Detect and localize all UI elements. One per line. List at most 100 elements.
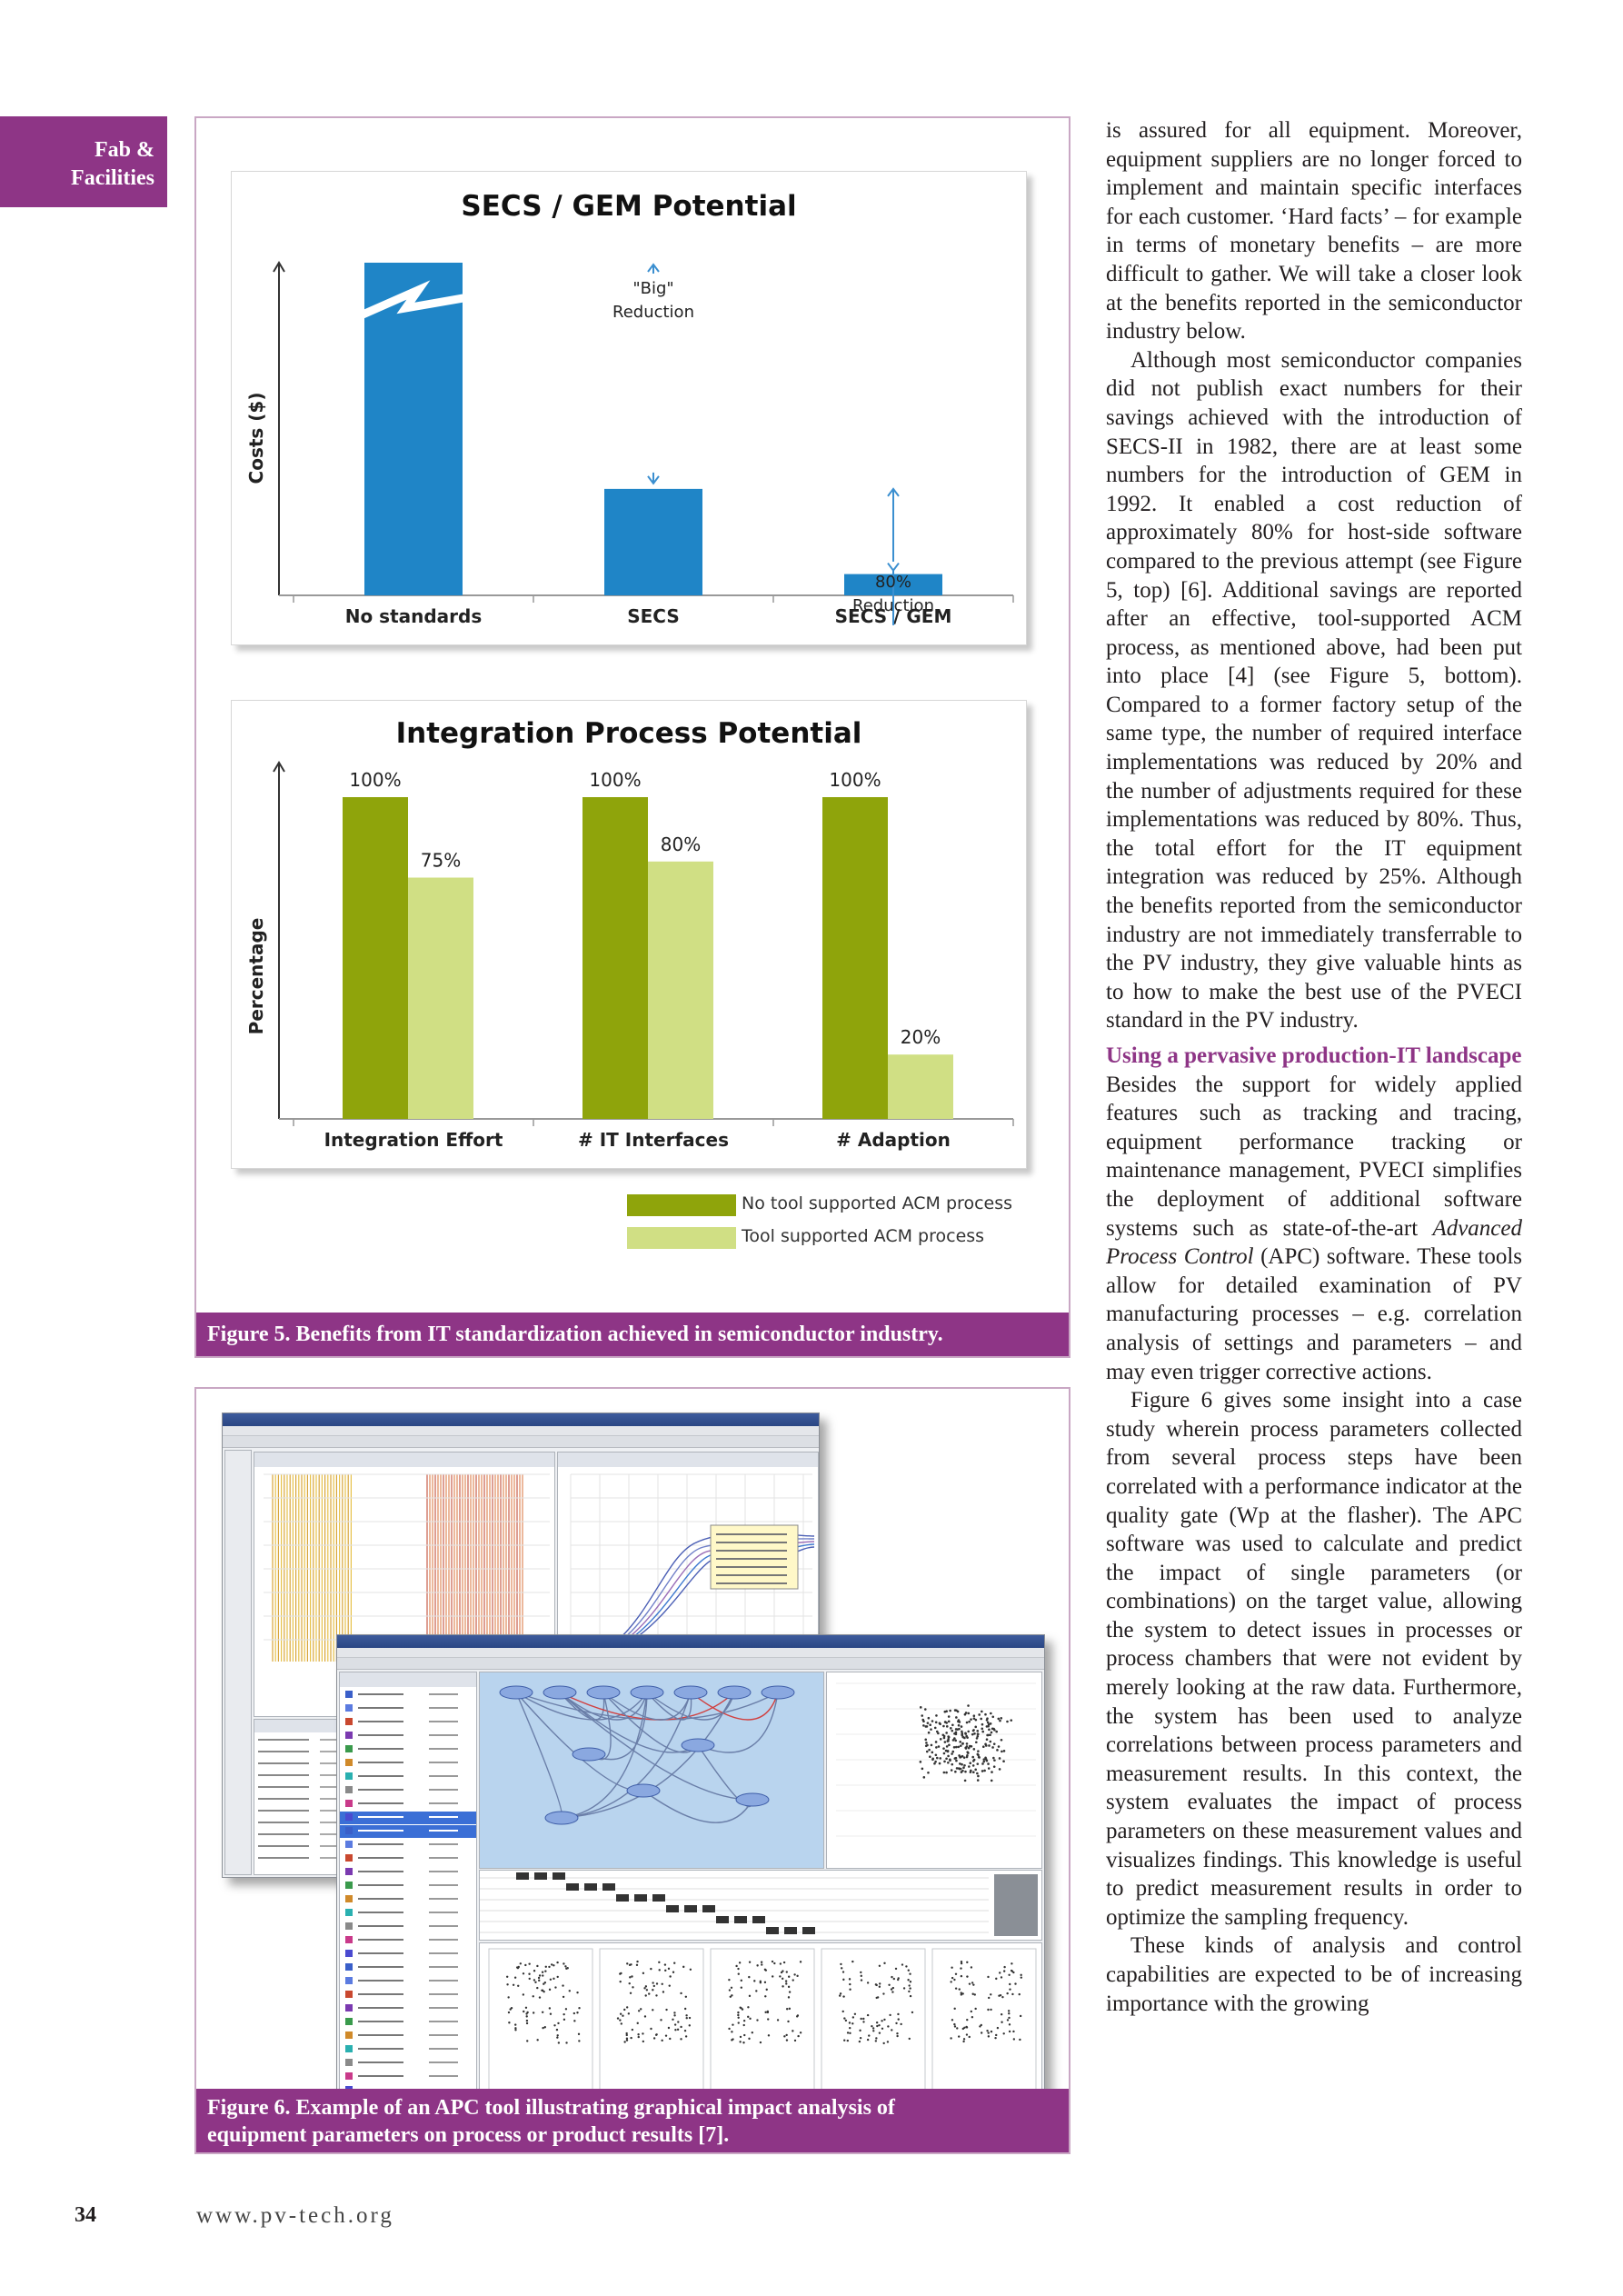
legend-swatch [627, 1227, 736, 1249]
annotation-label: Reduction [612, 303, 694, 322]
scatter-point [883, 2018, 886, 2021]
scatter-point [981, 1762, 984, 1765]
scatter-point [556, 1961, 559, 1964]
scatter-point [974, 1718, 978, 1722]
list-swatch [345, 1800, 353, 1807]
graph-edge [561, 1692, 648, 1819]
scatter-point [947, 1737, 950, 1741]
scatter-point [1010, 1969, 1013, 1972]
footer-url: www.pv-tech.org [196, 2203, 394, 2228]
scatter-point [797, 2034, 800, 2038]
scatter-point [953, 1737, 956, 1740]
scatter-point [942, 1734, 946, 1738]
scatter-point [785, 2008, 789, 2011]
scatter-point [667, 2026, 671, 2030]
window-toolbar [337, 1658, 1044, 1670]
scatter-point [967, 1704, 970, 1707]
scatter-point [937, 1745, 941, 1748]
scatter-point [759, 2041, 762, 2044]
scatter-point [909, 1972, 911, 1975]
scatter-point [907, 1969, 910, 1972]
scatter-point [951, 1739, 955, 1742]
scatter-point [851, 1960, 854, 1963]
scatter-point [799, 2031, 802, 2034]
scatter-point [935, 1714, 938, 1717]
scatter-point [787, 1996, 791, 1999]
scatter-point [556, 2036, 559, 2039]
scatter-point [971, 1992, 974, 1995]
scatter-point [1012, 2038, 1016, 2041]
x-tick-label: Integration Effort [324, 1129, 503, 1151]
scatter-point [894, 1967, 898, 1971]
scatter-point [953, 2025, 957, 2028]
scatter-point [1006, 1992, 1009, 1995]
scatter-point [992, 1756, 995, 1760]
graph-edge [697, 1692, 779, 1753]
scatter-point [939, 1738, 942, 1741]
scatter-point [953, 1978, 956, 1982]
scatter-point [961, 1730, 963, 1733]
scatter-point [684, 2035, 688, 2038]
chart-secs-gem-svg: Costs ($)No standards SECS SECS / GEM"Big"… [245, 261, 1014, 627]
scatter-point [849, 2031, 851, 2035]
paragraph: These kinds of analysis and control capa… [1106, 1933, 1522, 2016]
scatter-point [943, 1741, 947, 1743]
matrix-cell [766, 1927, 779, 1934]
scatter-point [1008, 2030, 1011, 2033]
scatter-point [506, 1983, 509, 1986]
scatter-point [526, 2040, 529, 2042]
scatter-point [519, 1962, 523, 1965]
scatter-point [993, 1729, 996, 1732]
scatter-point [959, 1744, 962, 1747]
scatter-point [942, 1747, 945, 1750]
scatter-point [748, 1961, 752, 1963]
scatter-point [989, 1733, 991, 1737]
x-tick-label: # IT Interfaces [578, 1129, 729, 1151]
scatter-point [848, 2021, 851, 2024]
scatter-point [796, 1974, 799, 1978]
scatter-point [954, 1987, 958, 1990]
scatter-point [950, 1727, 952, 1730]
scatter-point [652, 2009, 654, 2011]
scatter-point [921, 1767, 924, 1771]
scatter-point [965, 1721, 969, 1724]
scatter-point [553, 1964, 555, 1967]
scatter-point [896, 2034, 899, 2038]
scatter-point [878, 2031, 881, 2034]
scatter-point [897, 2018, 900, 2021]
graph-node [544, 1811, 579, 1825]
scatter-point [971, 2016, 974, 2019]
scatter-point [637, 2010, 641, 2012]
scatter-point [841, 1971, 845, 1973]
scatter-point [897, 2012, 900, 2016]
matrix-cell [752, 1916, 765, 1923]
scatter-point [773, 1962, 776, 1965]
scatter-point [930, 1743, 933, 1747]
matrix-cell [802, 1927, 815, 1934]
scatter-panel [599, 1948, 704, 2104]
list-swatch [345, 1950, 353, 1957]
scatter-point [543, 2026, 546, 2029]
scatter-point [955, 1709, 958, 1712]
scatter-point [994, 2036, 997, 2040]
scatter-point [900, 2022, 902, 2026]
selected-row [340, 1812, 476, 1824]
scatter-point [513, 1976, 517, 1979]
scatter-point [907, 1979, 910, 1982]
scatter-point [951, 1752, 953, 1755]
scatter-point [965, 2026, 969, 2029]
matrix-cell [616, 1894, 629, 1902]
scatter-point [874, 1983, 878, 1986]
scatter-point [767, 2034, 771, 2037]
scatter-point [524, 1963, 527, 1967]
scatter-point [1002, 1750, 1006, 1752]
scatter-point [544, 1970, 547, 1972]
scatter-point [532, 1995, 534, 1998]
matrix-cell [553, 1872, 565, 1880]
scatter-point [985, 1738, 989, 1742]
scatter-point [543, 1982, 547, 1984]
scatter-point [740, 1979, 742, 1982]
scatter-point [512, 1983, 515, 1986]
scatter-point [514, 2027, 517, 2030]
chart-legend: No tool supported ACM process Tool suppo… [627, 1193, 1045, 1258]
